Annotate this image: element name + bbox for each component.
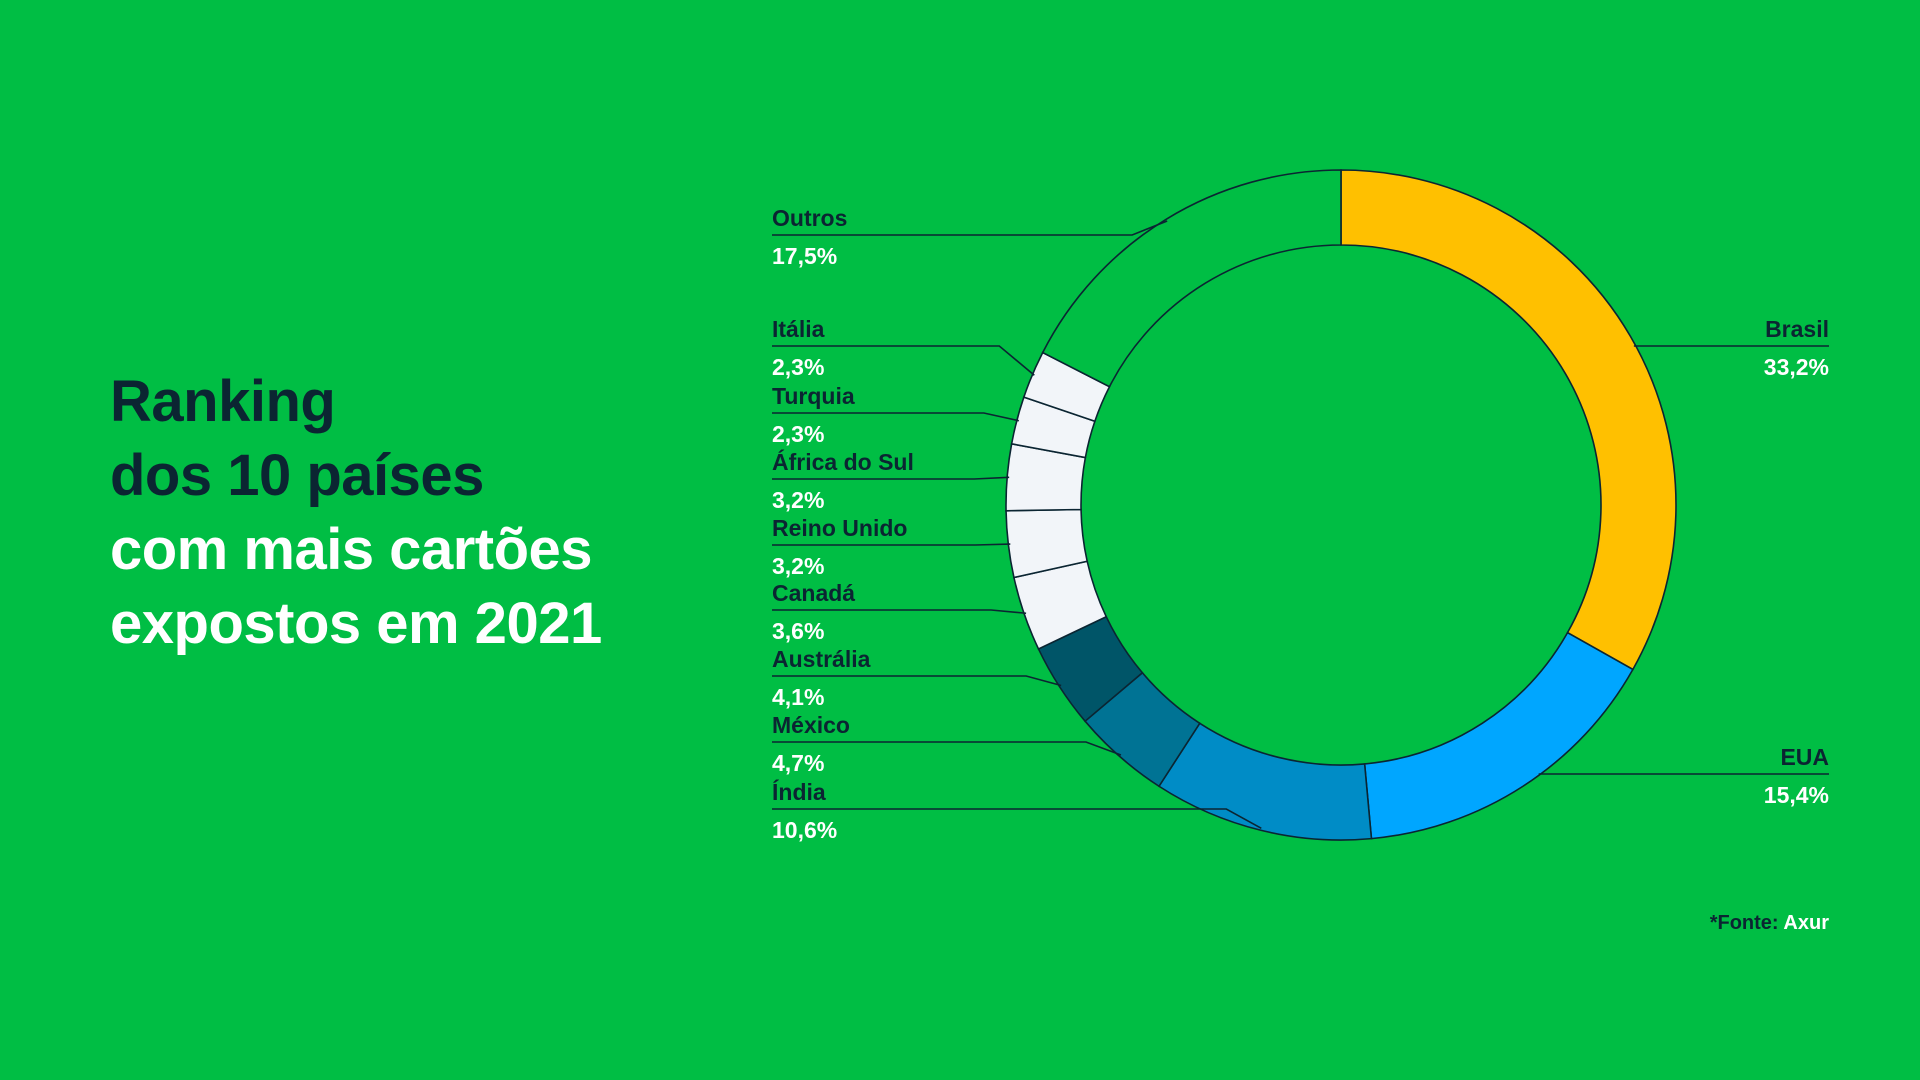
- label-mexico: México: [772, 712, 850, 738]
- label-reino-unido: Reino Unido: [772, 515, 907, 541]
- donut-callouts: Brasil 33,2% EUA 15,4% Índia 10,6% México 4,7% A…: [772, 205, 1829, 843]
- label-brasil: Brasil: [1765, 316, 1829, 342]
- slice-eua: [1363, 631, 1634, 840]
- label-turquia: Turquia: [772, 383, 855, 409]
- label-africa-do-sul: África do Sul: [772, 448, 914, 475]
- title-line-2: dos 10 países: [110, 443, 484, 508]
- value-italia: 2,3%: [772, 354, 824, 380]
- value-brasil: 33,2%: [1764, 354, 1829, 380]
- source-value: Axur: [1783, 912, 1829, 934]
- label-italia: Itália: [772, 316, 825, 342]
- slice-brasil: [1340, 169, 1677, 671]
- value-mexico: 4,7%: [772, 750, 824, 776]
- value-reino-unido: 3,2%: [772, 553, 824, 579]
- title-line-4: expostos em 2021: [110, 591, 602, 656]
- value-eua: 15,4%: [1764, 782, 1829, 808]
- label-canada: Canadá: [772, 580, 855, 606]
- callout-line-mexico: [772, 741, 1122, 756]
- value-australia: 4,1%: [772, 684, 824, 710]
- label-eua: EUA: [1780, 744, 1829, 770]
- value-outros: 17,5%: [772, 243, 837, 269]
- value-turquia: 2,3%: [772, 421, 824, 447]
- label-outros: Outros: [772, 205, 847, 231]
- value-canada: 3,6%: [772, 618, 824, 644]
- source-note: *Fonte: Axur: [1710, 912, 1829, 935]
- value-africa-do-sul: 3,2%: [772, 487, 824, 513]
- label-australia: Austrália: [772, 646, 871, 672]
- callout-line-turquia: [772, 412, 1020, 422]
- callout-line-australia: [772, 675, 1062, 687]
- slice-india: [1157, 722, 1373, 841]
- title-line-3: com mais cartões: [110, 517, 593, 582]
- callout-line-africa-do-sul: [772, 476, 1010, 480]
- source-label: *Fonte:: [1709, 912, 1779, 934]
- callout-line-italia: [772, 345, 1035, 376]
- donut-slices: [1005, 169, 1677, 841]
- callout-line-canada: [772, 609, 1027, 615]
- callout-line-outros: [772, 220, 1168, 236]
- slice-outros: [1041, 169, 1342, 388]
- page-title: Ranking dos 10 países com mais cartões e…: [110, 365, 602, 661]
- value-india: 10,6%: [772, 817, 837, 843]
- label-india: Índia: [772, 778, 826, 805]
- callout-line-reino-unido: [772, 543, 1011, 546]
- title-line-1: Ranking: [110, 369, 336, 434]
- callout-line-india: [772, 808, 1262, 830]
